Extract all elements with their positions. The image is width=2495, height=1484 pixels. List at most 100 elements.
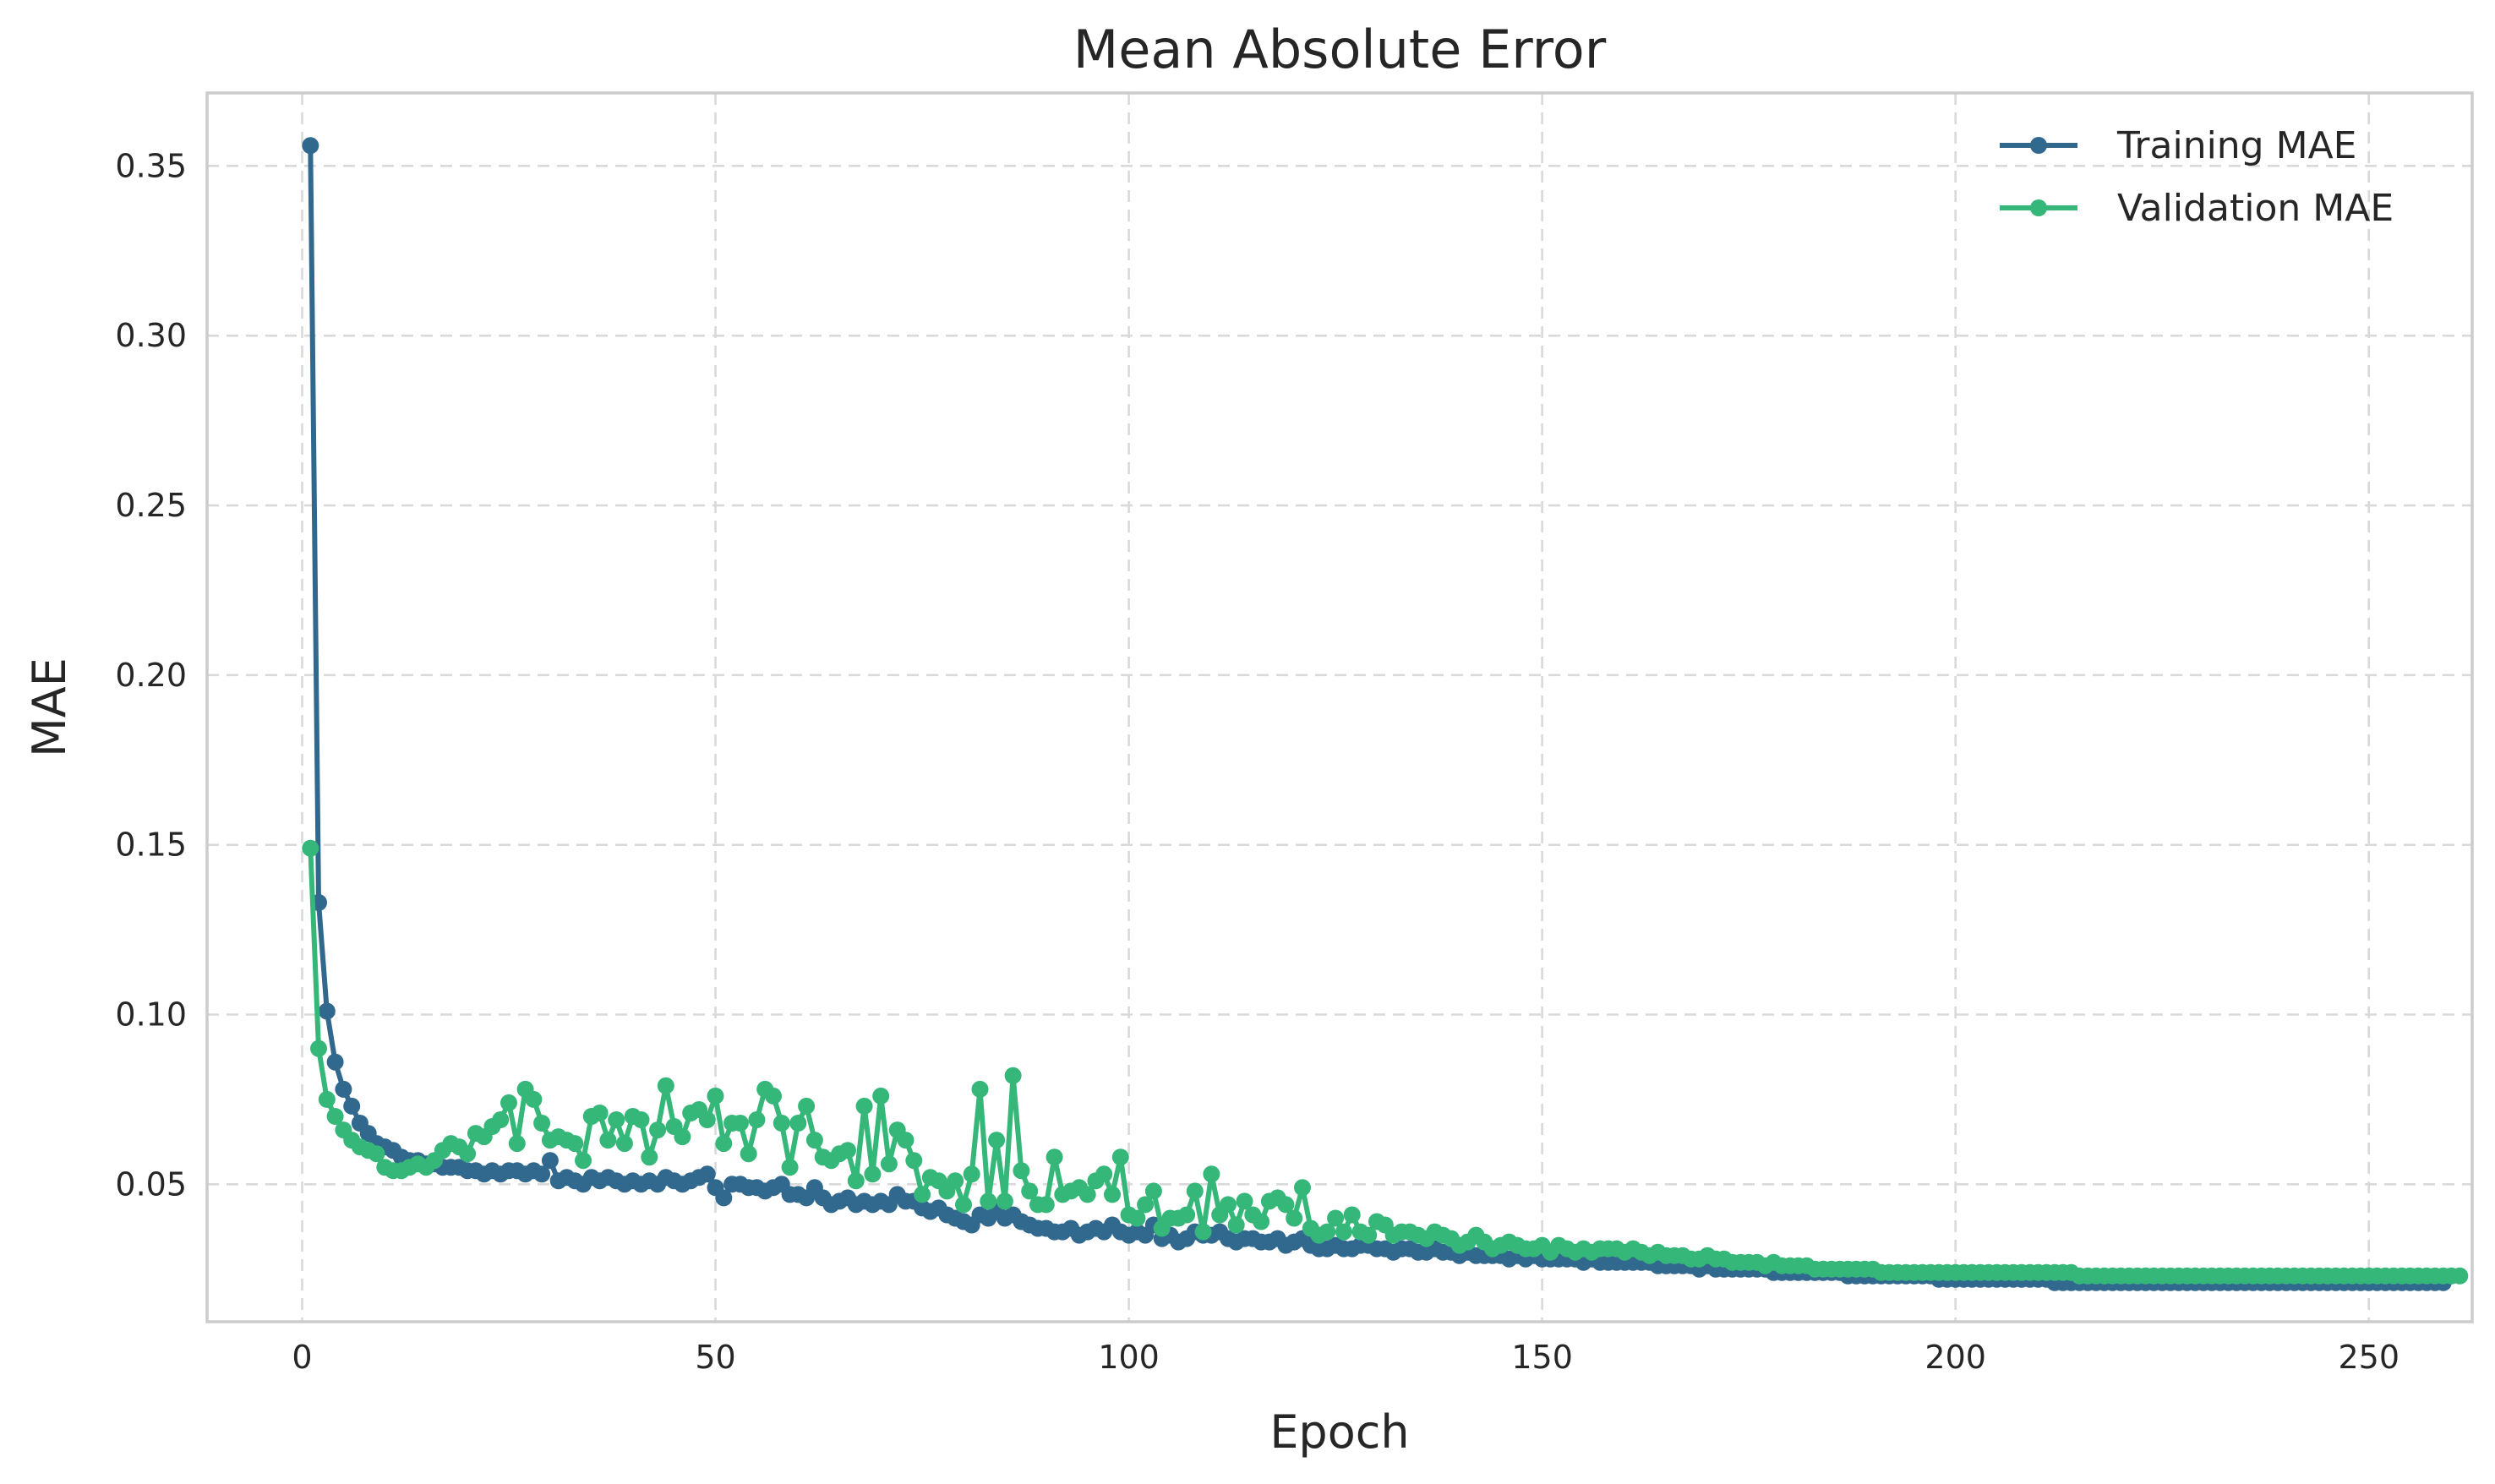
chart-title: Mean Absolute Error (1073, 19, 1607, 80)
data-point (1111, 1148, 1129, 1166)
plot-frame (205, 91, 2474, 1323)
x-axis-label: Epoch (1269, 1405, 1409, 1459)
data-point (1277, 1196, 1295, 1214)
y-tick-label: 0.30 (115, 317, 187, 354)
data-point (302, 839, 319, 857)
data-point (789, 1115, 807, 1132)
data-point (1013, 1162, 1030, 1180)
y-tick-label: 0.25 (115, 487, 187, 524)
data-point (897, 1132, 914, 1149)
tick-labels: 0 50 100 150 200 250 0.05 0.10 0.15 0.20 0.25 0.30 0… (115, 147, 2399, 1376)
data-point (847, 1172, 865, 1190)
data-point (740, 1145, 757, 1163)
series-layer (302, 137, 2469, 1291)
y-tick-label: 0.35 (115, 147, 187, 184)
data-point (1004, 1067, 1022, 1084)
data-point (988, 1132, 1006, 1149)
data-point (1220, 1196, 1237, 1214)
data-point (615, 1135, 633, 1153)
data-point (1128, 1209, 1146, 1227)
data-point (1286, 1209, 1303, 1227)
y-tick-label: 0.10 (115, 996, 187, 1034)
legend-label-validation: Validation MAE (2117, 187, 2394, 230)
data-point (541, 1152, 559, 1170)
data-point (707, 1087, 724, 1105)
data-point (657, 1077, 674, 1094)
data-point (698, 1111, 716, 1128)
data-point (1078, 1186, 1096, 1203)
data-point (872, 1087, 890, 1105)
data-point (1144, 1182, 1162, 1200)
data-point (1104, 1186, 1121, 1203)
data-point (533, 1165, 551, 1183)
legend: Training MAE Validation MAE (2000, 124, 2394, 230)
x-tick-label: 200 (1924, 1339, 1986, 1376)
data-point (1021, 1182, 1039, 1200)
data-point (773, 1115, 790, 1132)
data-point (632, 1111, 650, 1128)
data-point (608, 1111, 625, 1128)
data-point (1335, 1223, 1352, 1241)
data-point (508, 1135, 526, 1153)
data-point (1045, 1148, 1063, 1166)
data-point (781, 1159, 799, 1176)
data-point (492, 1111, 510, 1128)
y-axis-label: MAE (23, 657, 76, 757)
data-point (1236, 1192, 1253, 1210)
data-point (971, 1080, 989, 1098)
data-point (1194, 1223, 1212, 1241)
data-point (963, 1165, 980, 1183)
data-point (335, 1080, 352, 1098)
data-point (715, 1135, 733, 1153)
data-point (996, 1192, 1013, 1210)
x-tick-label: 50 (695, 1339, 735, 1376)
data-point (1253, 1213, 1270, 1230)
data-point (641, 1148, 658, 1166)
data-point (914, 1186, 931, 1203)
data-point (1095, 1165, 1113, 1183)
legend-marker-training (2030, 137, 2047, 154)
data-point (343, 1097, 361, 1115)
legend-marker-validation (2030, 199, 2047, 216)
data-point (310, 1039, 327, 1057)
data-point (500, 1094, 517, 1111)
data-point (533, 1115, 551, 1132)
x-tick-label: 100 (1098, 1339, 1160, 1376)
data-point (575, 1152, 592, 1170)
data-point (649, 1121, 667, 1139)
data-point (326, 1108, 344, 1125)
data-point (839, 1142, 856, 1159)
legend-label-training: Training MAE (2116, 124, 2356, 167)
data-point (599, 1132, 617, 1149)
data-point (798, 1097, 816, 1115)
data-point (947, 1172, 964, 1190)
x-tick-label: 0 (292, 1339, 312, 1376)
data-point (566, 1135, 584, 1153)
data-point (1037, 1196, 1055, 1214)
data-point (1318, 1223, 1336, 1241)
data-point (880, 1155, 898, 1173)
data-point (459, 1145, 477, 1163)
data-point (2451, 1267, 2469, 1285)
data-point (1343, 1206, 1361, 1224)
data-point (1227, 1216, 1245, 1234)
data-point (715, 1189, 733, 1207)
data-point (302, 137, 319, 155)
data-point (591, 1105, 609, 1121)
data-point (326, 1053, 344, 1071)
data-point (855, 1097, 873, 1115)
data-point (1186, 1182, 1204, 1200)
data-point (1137, 1196, 1155, 1214)
x-tick-label: 150 (1511, 1339, 1573, 1376)
series-1 (302, 839, 2469, 1285)
data-point (765, 1087, 782, 1105)
data-point (980, 1192, 997, 1210)
data-point (698, 1165, 716, 1183)
data-point (674, 1128, 691, 1146)
y-tick-label: 0.20 (115, 657, 187, 694)
data-point (1360, 1226, 1378, 1244)
data-point (1178, 1206, 1196, 1224)
data-point (955, 1196, 972, 1214)
legend-entry-validation: Validation MAE (2000, 187, 2394, 230)
